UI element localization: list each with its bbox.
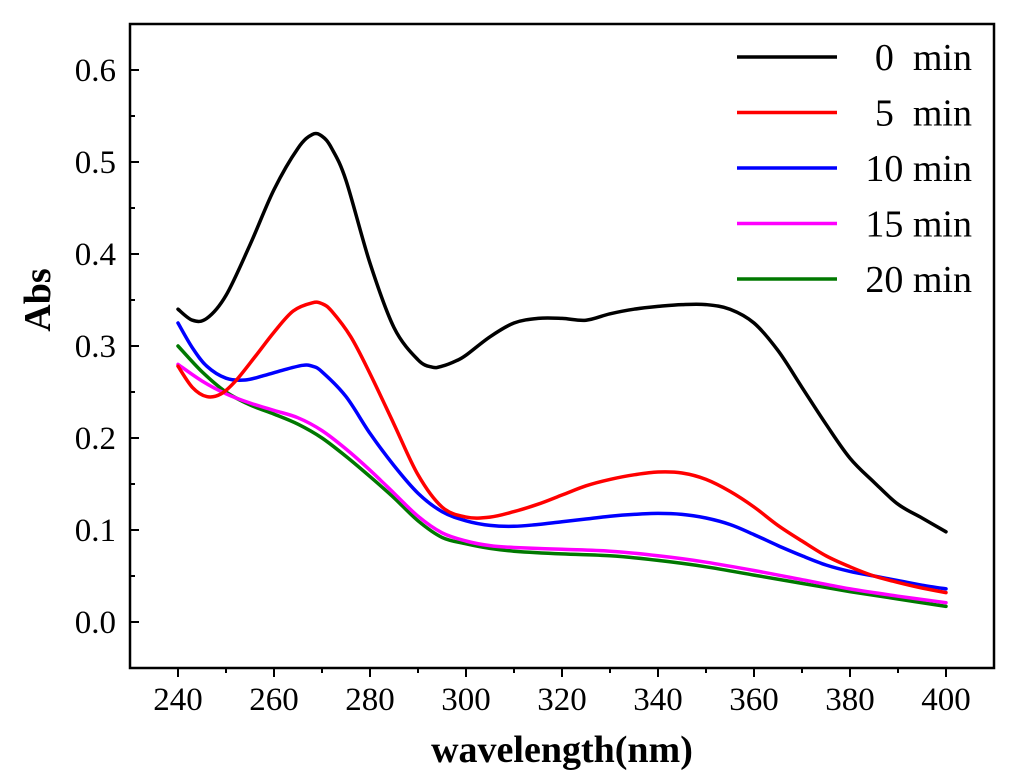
x-tick-label: 260 [249, 682, 299, 718]
y-axis-ticks: 0.0 0.1 0.2 0.3 0.4 0.5 0.6 [75, 53, 139, 641]
legend-label: 5 min [875, 93, 972, 135]
series-line-2 [176, 321, 948, 591]
y-tick-label: 0.2 [75, 421, 116, 457]
legend-label: 10 min [865, 148, 972, 190]
series-line-0 [176, 131, 948, 534]
y-tick-label: 0.1 [75, 513, 116, 549]
x-tick-label: 400 [921, 682, 971, 718]
x-axis-title: wavelength(nm) [431, 729, 693, 771]
series-line-3 [176, 362, 948, 605]
legend-label: 0 min [875, 37, 972, 79]
legend: 0 min 5 min 10 min 15 min 20 min [737, 37, 972, 301]
legend-label: 15 min [865, 204, 972, 246]
x-tick-label: 300 [441, 682, 491, 718]
y-tick-label: 0.6 [75, 53, 116, 89]
y-tick-label: 0.4 [75, 237, 116, 273]
x-tick-label: 360 [729, 682, 779, 718]
x-tick-label: 320 [537, 682, 587, 718]
legend-label: 20 min [865, 259, 972, 301]
x-tick-label: 240 [153, 682, 203, 718]
x-tick-label: 340 [633, 682, 683, 718]
series-line-1 [176, 300, 948, 595]
x-tick-label: 280 [345, 682, 395, 718]
x-axis-ticks: 240 260 280 300 320 340 360 380 400 [153, 668, 971, 718]
series-line-4 [176, 344, 948, 609]
series-lines [176, 131, 948, 609]
y-axis-title: Abs [17, 268, 59, 331]
y-tick-label: 0.5 [75, 145, 116, 181]
y-tick-label: 0.3 [75, 329, 116, 365]
y-tick-label: 0.0 [75, 605, 116, 641]
x-tick-label: 380 [825, 682, 875, 718]
